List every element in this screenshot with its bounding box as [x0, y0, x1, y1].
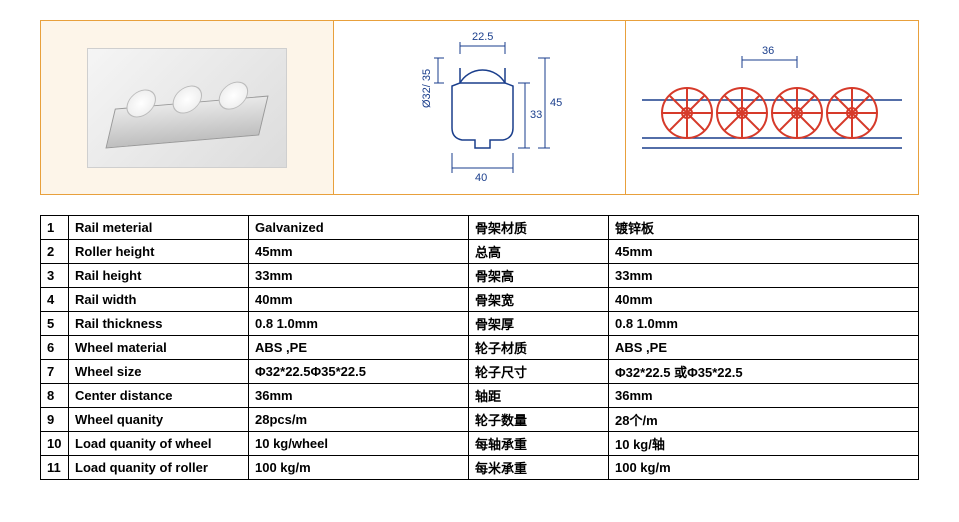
row-label-cn: 每轴承重 [469, 432, 609, 456]
row-label-en: Wheel size [69, 360, 249, 384]
row-number: 8 [41, 384, 69, 408]
row-label-en: Rail meterial [69, 216, 249, 240]
row-number: 4 [41, 288, 69, 312]
row-label-cn: 每米承重 [469, 456, 609, 480]
dim-center-distance: 36 [762, 45, 774, 57]
product-photo-cell [41, 21, 333, 194]
row-value-cn: 36mm [609, 384, 919, 408]
row-label-en: Roller height [69, 240, 249, 264]
row-label-cn: 轮子材质 [469, 336, 609, 360]
row-value-cn: 33mm [609, 264, 919, 288]
row-label-en: Rail thickness [69, 312, 249, 336]
row-label-en: Rail width [69, 288, 249, 312]
table-row: 6Wheel materialABS ,PE轮子材质ABS ,PE [41, 336, 919, 360]
row-value-cn: 镀锌板 [609, 216, 919, 240]
table-row: 7Wheel sizeΦ32*22.5Φ35*22.5轮子尺寸Φ32*22.5 … [41, 360, 919, 384]
wheel-2 [717, 88, 767, 138]
row-value-cn: Φ32*22.5 或Φ35*22.5 [609, 360, 919, 384]
row-value-en: 28pcs/m [249, 408, 469, 432]
row-value-cn: 10 kg/轴 [609, 432, 919, 456]
row-value-cn: 28个/m [609, 408, 919, 432]
dim-diameter: Ø32/ 35 [421, 68, 433, 107]
row-label-cn: 骨架材质 [469, 216, 609, 240]
product-photo [87, 48, 287, 168]
row-number: 2 [41, 240, 69, 264]
side-view-cell: 36 [625, 21, 918, 194]
table-row: 9Wheel quanity28pcs/m轮子数量28个/m [41, 408, 919, 432]
row-value-en: 0.8 1.0mm [249, 312, 469, 336]
wheel-3 [772, 88, 822, 138]
dim-outer-height: 45 [550, 97, 562, 109]
table-row: 10Load quanity of wheel10 kg/wheel每轴承重10… [41, 432, 919, 456]
wheel-4 [827, 88, 877, 138]
table-row: 5Rail thickness0.8 1.0mm骨架厚0.8 1.0mm [41, 312, 919, 336]
row-number: 5 [41, 312, 69, 336]
dim-top-width: 22.5 [472, 31, 493, 43]
row-label-cn: 骨架宽 [469, 288, 609, 312]
row-number: 3 [41, 264, 69, 288]
row-label-cn: 轮子数量 [469, 408, 609, 432]
table-row: 8Center distance36mm轴距36mm [41, 384, 919, 408]
cross-section-svg: 22.5 40 33 45 Ø32/ 35 [380, 28, 580, 188]
row-number: 6 [41, 336, 69, 360]
row-label-en: Wheel material [69, 336, 249, 360]
row-label-en: Center distance [69, 384, 249, 408]
row-number: 11 [41, 456, 69, 480]
row-value-cn: ABS ,PE [609, 336, 919, 360]
cross-section-cell: 22.5 40 33 45 Ø32/ 35 [333, 21, 626, 194]
table-row: 3Rail height33mm骨架高33mm [41, 264, 919, 288]
row-value-cn: 40mm [609, 288, 919, 312]
dim-bottom-width: 40 [475, 172, 487, 184]
row-value-en: ABS ,PE [249, 336, 469, 360]
row-value-en: 40mm [249, 288, 469, 312]
spec-table: 1Rail meterialGalvanized骨架材质镀锌板2Roller h… [40, 215, 919, 480]
row-value-cn: 100 kg/m [609, 456, 919, 480]
dim-inner-height: 33 [530, 109, 542, 121]
table-row: 2Roller height45mm总高45mm [41, 240, 919, 264]
row-value-en: 10 kg/wheel [249, 432, 469, 456]
row-value-en: Φ32*22.5Φ35*22.5 [249, 360, 469, 384]
row-number: 7 [41, 360, 69, 384]
row-value-en: Galvanized [249, 216, 469, 240]
row-label-en: Rail height [69, 264, 249, 288]
row-label-cn: 总高 [469, 240, 609, 264]
row-number: 9 [41, 408, 69, 432]
row-number: 1 [41, 216, 69, 240]
row-label-cn: 轮子尺寸 [469, 360, 609, 384]
table-row: 11Load quanity of roller100 kg/m每米承重100 … [41, 456, 919, 480]
row-value-en: 45mm [249, 240, 469, 264]
diagram-row: 22.5 40 33 45 Ø32/ 35 [40, 20, 919, 195]
row-value-en: 36mm [249, 384, 469, 408]
row-label-en: Load quanity of roller [69, 456, 249, 480]
row-value-cn: 0.8 1.0mm [609, 312, 919, 336]
side-view-svg: 36 [632, 38, 912, 178]
row-value-cn: 45mm [609, 240, 919, 264]
table-row: 1Rail meterialGalvanized骨架材质镀锌板 [41, 216, 919, 240]
wheel-1 [662, 88, 712, 138]
row-label-en: Wheel quanity [69, 408, 249, 432]
row-value-en: 33mm [249, 264, 469, 288]
row-value-en: 100 kg/m [249, 456, 469, 480]
row-label-en: Load quanity of wheel [69, 432, 249, 456]
table-row: 4Rail width40mm骨架宽40mm [41, 288, 919, 312]
row-label-cn: 轴距 [469, 384, 609, 408]
row-label-cn: 骨架厚 [469, 312, 609, 336]
row-label-cn: 骨架高 [469, 264, 609, 288]
row-number: 10 [41, 432, 69, 456]
